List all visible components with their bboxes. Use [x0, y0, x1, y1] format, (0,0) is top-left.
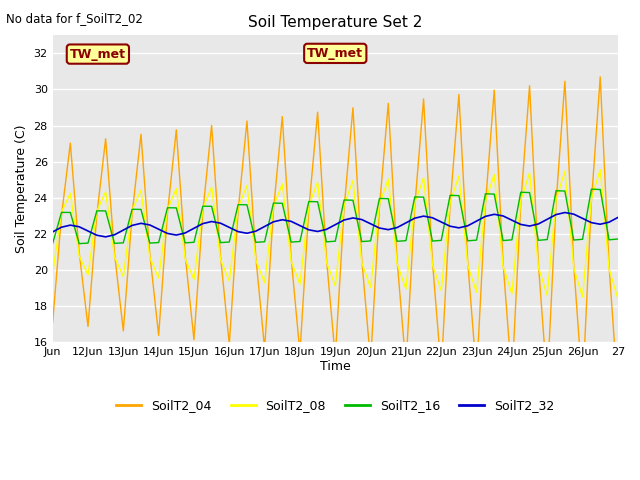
Line: SoilT2_08: SoilT2_08	[52, 169, 618, 299]
SoilT2_08	[287, 258, 295, 264]
Text: No data for f_SoilT2_02: No data for f_SoilT2_02	[6, 12, 143, 25]
SoilT2_32	[49, 229, 56, 235]
SoilT2_08	[181, 256, 189, 262]
SoilT2_16	[49, 240, 56, 246]
SoilT2_32	[190, 226, 198, 231]
SoilT2_32	[296, 223, 304, 228]
SoilT2_08	[216, 256, 224, 262]
Line: SoilT2_04: SoilT2_04	[52, 77, 618, 393]
SoilT2_16	[225, 239, 233, 245]
SoilT2_16	[543, 237, 551, 242]
SoilT2_08	[49, 270, 56, 276]
SoilT2_16	[190, 240, 198, 245]
SoilT2_08	[614, 296, 621, 301]
SoilT2_16	[349, 197, 356, 203]
SoilT2_32	[102, 234, 109, 240]
X-axis label: Time: Time	[320, 360, 351, 372]
Text: TW_met: TW_met	[70, 48, 126, 60]
SoilT2_04	[49, 319, 56, 325]
SoilT2_16	[76, 241, 83, 247]
Legend: SoilT2_04, SoilT2_08, SoilT2_16, SoilT2_32: SoilT2_04, SoilT2_08, SoilT2_16, SoilT2_…	[111, 394, 559, 417]
Y-axis label: Soil Temperature (C): Soil Temperature (C)	[15, 124, 28, 253]
Line: SoilT2_16: SoilT2_16	[52, 189, 618, 244]
SoilT2_16	[588, 186, 595, 192]
SoilT2_04	[588, 199, 595, 205]
SoilT2_32	[614, 215, 621, 220]
SoilT2_08	[596, 167, 604, 172]
SoilT2_04	[340, 205, 348, 211]
SoilT2_32	[561, 210, 569, 216]
SoilT2_32	[543, 216, 551, 222]
SoilT2_32	[596, 221, 604, 227]
SoilT2_08	[340, 202, 348, 208]
SoilT2_32	[349, 215, 356, 221]
SoilT2_04	[287, 255, 295, 261]
Line: SoilT2_32: SoilT2_32	[52, 213, 618, 237]
SoilT2_16	[296, 239, 304, 244]
SoilT2_08	[534, 264, 542, 270]
SoilT2_04	[181, 252, 189, 258]
SoilT2_04	[596, 74, 604, 80]
Text: TW_met: TW_met	[307, 47, 364, 60]
SoilT2_16	[614, 236, 621, 242]
Title: Soil Temperature Set 2: Soil Temperature Set 2	[248, 15, 422, 30]
SoilT2_04	[216, 253, 224, 259]
SoilT2_04	[534, 261, 542, 267]
SoilT2_32	[225, 225, 233, 230]
SoilT2_08	[588, 196, 595, 202]
SoilT2_04	[614, 390, 621, 396]
SoilT2_16	[596, 187, 604, 192]
